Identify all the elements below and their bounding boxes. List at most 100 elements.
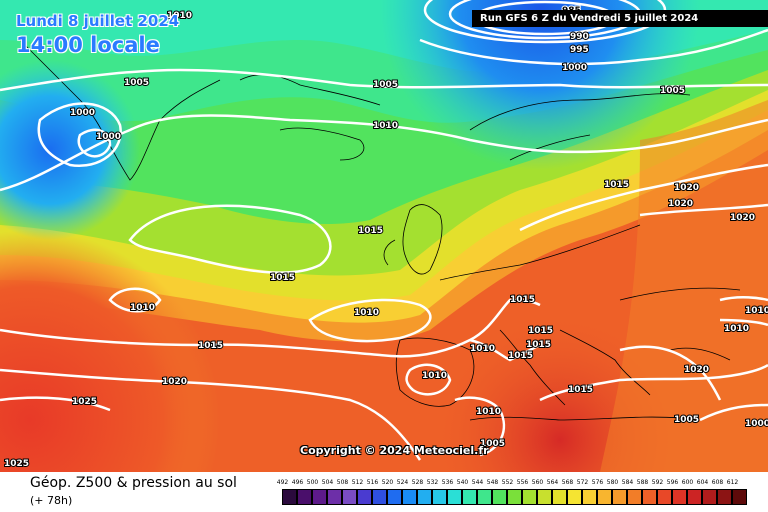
isobar-label: 995	[570, 45, 589, 55]
legend-value: 588	[636, 479, 649, 486]
forecast-date: Lundi 8 juillet 2024	[16, 12, 180, 30]
legend-value: 592	[651, 479, 664, 486]
isobar-label: 1005	[480, 439, 505, 449]
legend-value: 596	[666, 479, 679, 486]
copyright: Copyright © 2024 Meteociel.fr	[300, 444, 489, 457]
isobar-label: 1020	[684, 365, 709, 375]
legend-value: 572	[576, 479, 589, 486]
legend-swatch	[372, 489, 387, 505]
isobar-label: 1015	[568, 385, 593, 395]
legend-swatch	[687, 489, 702, 505]
isobar-label: 1010	[130, 303, 155, 313]
isobar-label: 1000	[96, 132, 121, 142]
isobar-label: 1015	[358, 226, 383, 236]
isobar-label: 1000	[70, 108, 95, 118]
legend-swatch	[417, 489, 432, 505]
isobar-label: 1020	[674, 183, 699, 193]
legend-value: 524	[396, 479, 409, 486]
isobar-label: 1025	[72, 397, 97, 407]
legend-value: 504	[321, 479, 334, 486]
legend-swatch	[567, 489, 582, 505]
isobar-label: 1010	[373, 121, 398, 131]
isobar-label: 1020	[162, 377, 187, 387]
legend-swatch	[477, 489, 492, 505]
legend-swatch	[297, 489, 312, 505]
isobar-label: 1010	[167, 11, 192, 21]
legend-value: 492	[276, 479, 289, 486]
legend-swatch	[327, 489, 342, 505]
legend-value: 516	[366, 479, 379, 486]
isobar-label: 1020	[668, 199, 693, 209]
legend-swatch	[717, 489, 732, 505]
isobar-labels: 1010 985 990 995 1000 1005 1000 1000 100…	[3, 5, 768, 470]
legend-swatch	[282, 489, 297, 505]
isobar-label: 1005	[674, 415, 699, 425]
legend-swatch	[537, 489, 552, 505]
legend-swatch	[732, 489, 747, 505]
legend-swatch	[342, 489, 357, 505]
legend-swatch	[507, 489, 522, 505]
isobar-label: 1005	[660, 86, 685, 96]
isobar-label: 1020	[730, 213, 755, 223]
isobar-label: 1010	[354, 308, 379, 318]
legend-swatch	[492, 489, 507, 505]
isobar-label: 1015	[526, 340, 551, 350]
coastlines	[19, 39, 741, 421]
geopotential-field: 1010 985 990 995 1000 1005 1000 1000 100…	[0, 0, 768, 472]
legend-swatch	[612, 489, 627, 505]
isobar-label: 1000	[745, 419, 768, 429]
legend-value: 544	[471, 479, 484, 486]
legend-swatch	[312, 489, 327, 505]
isobar-label: 1010	[422, 371, 447, 381]
legend-swatch	[357, 489, 372, 505]
legend-swatch	[552, 489, 567, 505]
legend-value: 608	[711, 479, 724, 486]
isobar-label: 1015	[604, 180, 629, 190]
legend-value: 552	[501, 479, 514, 486]
isobar-label: 1015	[508, 351, 533, 361]
legend-value: 576	[591, 479, 604, 486]
legend-value: 496	[291, 479, 304, 486]
run-info: Run GFS 6 Z du Vendredi 5 juillet 2024	[472, 10, 768, 27]
legend-swatch	[657, 489, 672, 505]
color-legend	[282, 489, 747, 505]
legend-value: 512	[351, 479, 364, 486]
legend-value: 560	[531, 479, 544, 486]
legend-value: 508	[336, 479, 349, 486]
legend-value: 528	[411, 479, 424, 486]
isobar-label: 1025	[4, 459, 29, 469]
legend-value: 604	[696, 479, 709, 486]
forecast-lead: (+ 78h)	[30, 494, 73, 507]
legend-value: 564	[546, 479, 559, 486]
footer: Géop. Z500 & pression au sol (+ 78h) 492…	[0, 472, 768, 512]
isobar-label: 1005	[124, 78, 149, 88]
legend-swatch	[627, 489, 642, 505]
isobar-label: 1010	[745, 306, 768, 316]
legend-value: 548	[486, 479, 499, 486]
legend-value: 536	[441, 479, 454, 486]
isobar-label: 1015	[270, 273, 295, 283]
legend-value: 500	[306, 479, 319, 486]
legend-swatch	[402, 489, 417, 505]
isobar-label: 1010	[724, 324, 749, 334]
map-title: Géop. Z500 & pression au sol	[30, 475, 237, 491]
isobar-label: 1000	[562, 63, 587, 73]
legend-value: 532	[426, 479, 439, 486]
legend-swatch	[447, 489, 462, 505]
legend-value: 568	[561, 479, 574, 486]
isobar-label: 1015	[198, 341, 223, 351]
forecast-time: 14:00 locale	[16, 33, 160, 57]
legend-value: 612	[726, 479, 739, 486]
isobar-label: 1010	[476, 407, 501, 417]
legend-swatch	[432, 489, 447, 505]
weather-map: 1010 985 990 995 1000 1005 1000 1000 100…	[0, 0, 768, 472]
legend-swatch	[702, 489, 717, 505]
legend-swatch	[597, 489, 612, 505]
legend-swatch	[462, 489, 477, 505]
legend-swatch	[522, 489, 537, 505]
isobar-label: 1015	[528, 326, 553, 336]
legend-value: 580	[606, 479, 619, 486]
isobar-label: 990	[570, 32, 589, 42]
legend-value: 520	[381, 479, 394, 486]
legend-value: 600	[681, 479, 694, 486]
